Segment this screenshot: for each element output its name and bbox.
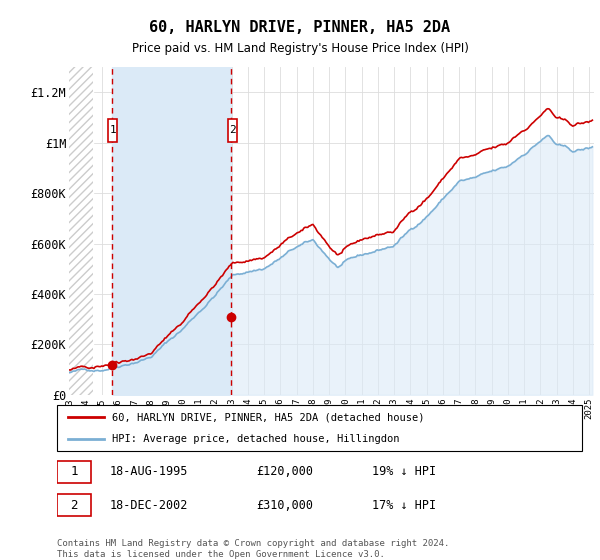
FancyBboxPatch shape [57,494,91,516]
FancyBboxPatch shape [228,119,236,142]
Bar [112,67,231,395]
Text: 60, HARLYN DRIVE, PINNER, HA5 2DA (detached house): 60, HARLYN DRIVE, PINNER, HA5 2DA (detac… [112,412,425,422]
Text: Contains HM Land Registry data © Crown copyright and database right 2024.
This d: Contains HM Land Registry data © Crown c… [57,539,449,559]
Text: Price paid vs. HM Land Registry's House Price Index (HPI): Price paid vs. HM Land Registry's House … [131,42,469,55]
Text: 18-AUG-1995: 18-AUG-1995 [110,465,188,478]
Text: 60, HARLYN DRIVE, PINNER, HA5 2DA: 60, HARLYN DRIVE, PINNER, HA5 2DA [149,20,451,35]
Text: 17% ↓ HPI: 17% ↓ HPI [372,498,436,512]
Text: £310,000: £310,000 [257,498,314,512]
Text: HPI: Average price, detached house, Hillingdon: HPI: Average price, detached house, Hill… [112,435,400,444]
FancyBboxPatch shape [109,119,118,142]
Text: 1: 1 [110,125,116,135]
Text: 19% ↓ HPI: 19% ↓ HPI [372,465,436,478]
FancyBboxPatch shape [57,405,582,451]
Text: 1: 1 [70,465,78,478]
Bar [69,67,94,395]
Text: 18-DEC-2002: 18-DEC-2002 [110,498,188,512]
Text: £120,000: £120,000 [257,465,314,478]
Bar [69,67,94,395]
Text: 2: 2 [70,498,78,512]
FancyBboxPatch shape [57,461,91,483]
Text: 2: 2 [229,125,236,135]
